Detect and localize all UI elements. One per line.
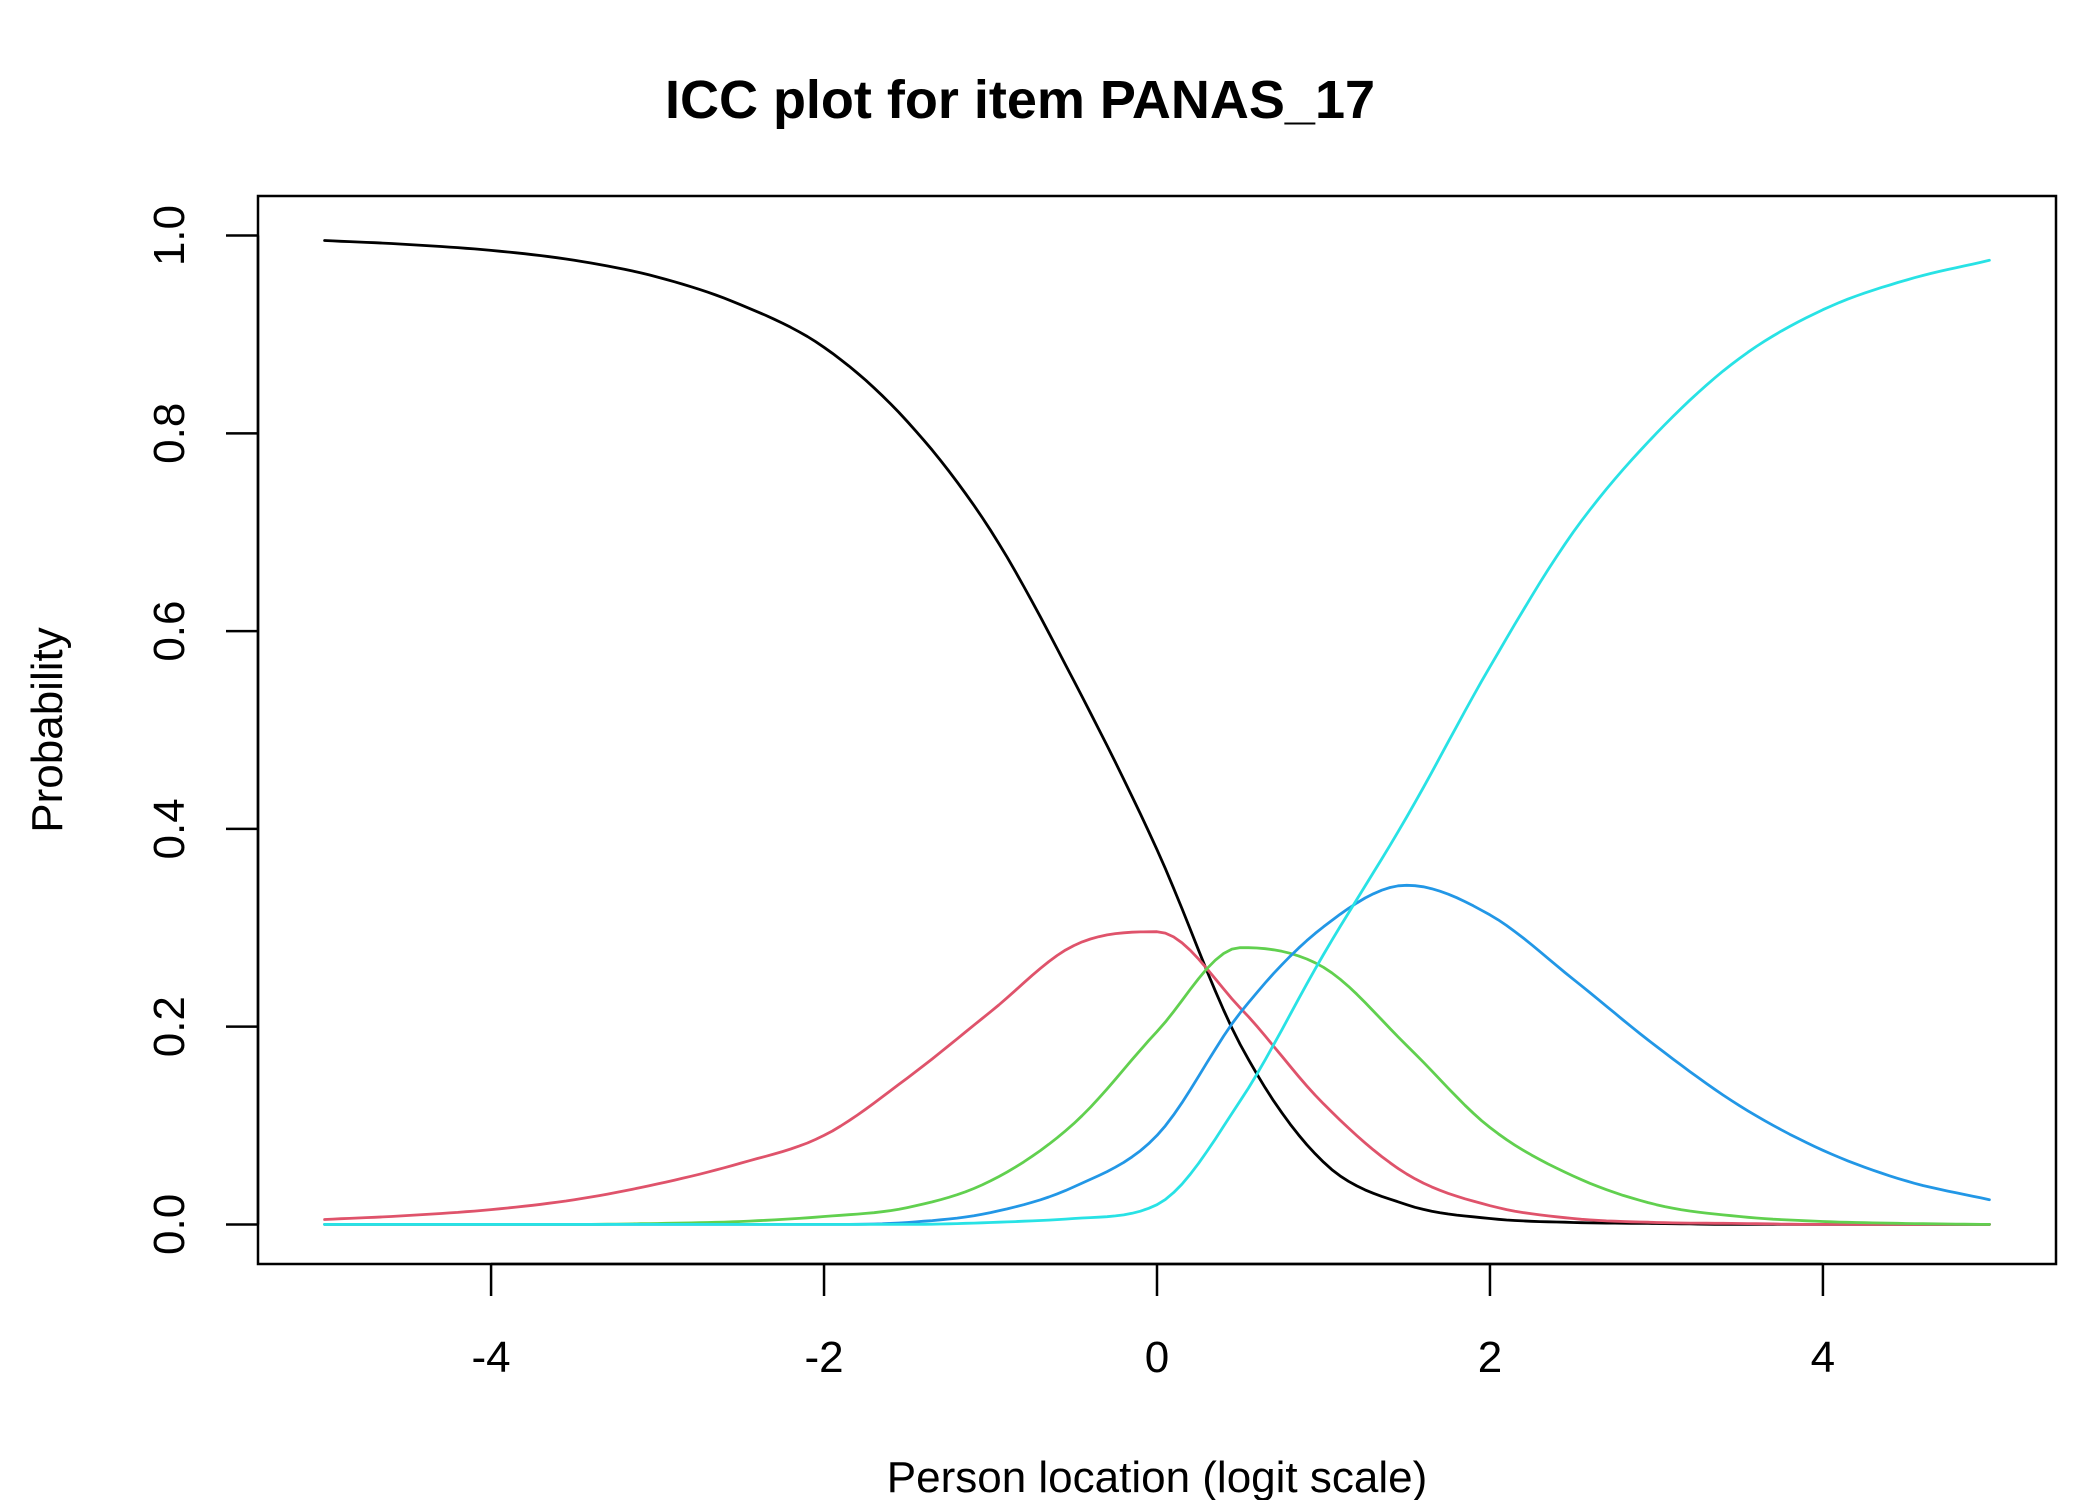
x-tick-label: 0 — [1145, 1333, 1169, 1382]
x-tick-label: -4 — [472, 1333, 511, 1382]
series-layer — [323, 239, 1991, 1226]
y-tick-label: 0.2 — [145, 996, 194, 1057]
y-tick-label: 0.6 — [145, 601, 194, 662]
y-tick-label: 1.0 — [145, 205, 194, 266]
series-line-2 — [323, 930, 1991, 1226]
x-tick-label: 2 — [1478, 1333, 1502, 1382]
x-axis-label: Person location (logit scale) — [887, 1453, 1427, 1500]
x-tick-label: -2 — [804, 1333, 843, 1382]
y-tick-label: 0.0 — [145, 1194, 194, 1255]
y-axis: 0.0 0.2 0.4 0.6 0.8 1.0 — [145, 205, 260, 1255]
plot-area-frame — [256, 194, 2058, 1266]
chart-title: ICC plot for item PANAS_17 — [665, 70, 1375, 130]
y-tick-label: 0.8 — [145, 403, 194, 464]
series-line-1 — [323, 239, 1991, 1226]
x-axis: -4 -2 0 2 4 — [472, 1262, 1835, 1382]
x-tick-label: 4 — [1811, 1333, 1835, 1382]
series-line-3 — [323, 946, 1991, 1226]
series-line-5 — [323, 258, 1991, 1226]
series-line-4 — [323, 883, 1991, 1226]
y-tick-label: 0.4 — [145, 798, 194, 859]
y-axis-label: Probability — [23, 627, 72, 832]
